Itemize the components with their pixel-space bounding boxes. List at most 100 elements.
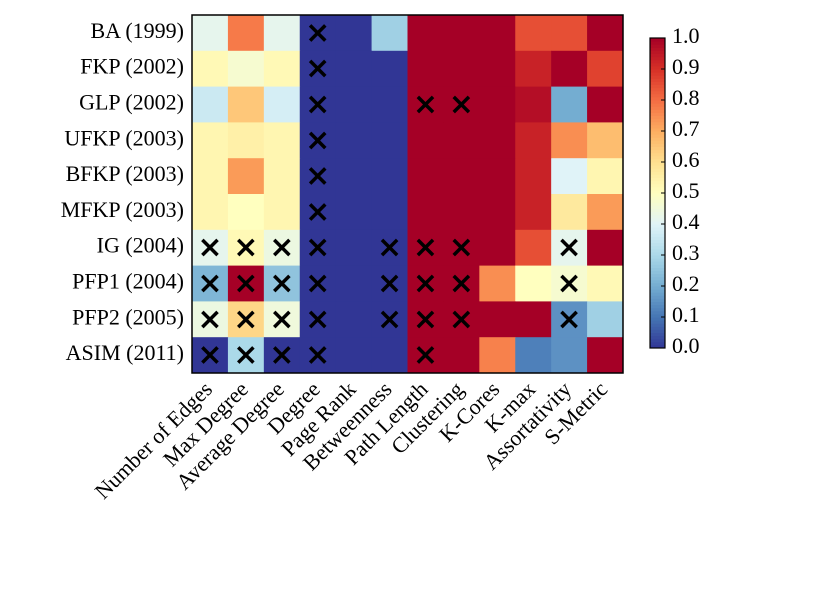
heat-cell [551,15,588,52]
colorbar-tick-label: 1.0 [672,23,700,48]
heat-cell [335,122,373,159]
cell-marker: × [305,159,330,194]
heat-cell [227,301,265,338]
heat-cell [515,265,552,302]
heat-cell [335,265,373,302]
heat-cell [335,229,373,267]
heat-cell [479,122,516,159]
heat-cell [227,194,265,231]
heat-cell [335,15,373,52]
colorbar-tick-label: 0.5 [672,178,700,203]
heat-cell [479,229,516,267]
heat-cell [551,86,588,123]
heat-cell [227,265,265,302]
cell-marker: × [413,302,438,337]
heat-cell [587,50,624,88]
cell-marker: × [305,123,330,158]
colorbar-tick-label: 0.4 [672,209,700,234]
heat-cell [335,337,373,374]
cell-marker: × [449,230,474,265]
heat-cell [227,50,265,88]
heat-cell [443,337,480,374]
heat-cell [515,15,552,52]
y-tick-label: BFKP (2003) [66,161,184,186]
heat-cell [371,86,408,123]
heat-cell [479,265,516,302]
cell-marker: × [413,230,438,265]
y-tick-label: MFKP (2003) [61,197,184,222]
heat-cell [587,86,624,123]
heat-cell [227,86,265,123]
heat-cell [299,337,337,374]
cell-marker: × [305,230,330,265]
heat-cell [587,337,624,374]
heat-cell [479,86,516,123]
y-tick-label: GLP (2002) [79,90,184,115]
heat-cell [443,50,480,88]
heat-cell [551,337,588,374]
cell-marker: × [269,338,294,373]
heat-cell [371,50,408,88]
y-tick-label: FKP (2002) [80,54,184,79]
heat-cell [443,265,480,302]
heat-cell [227,158,265,195]
y-tick-label: ASIM (2011) [66,340,184,365]
heat-cell [587,229,624,267]
heat-cell [335,301,373,338]
colorbar-tick-label: 0.0 [672,333,700,358]
y-tick-label: UFKP (2003) [64,125,184,150]
heat-cell [515,301,552,338]
cell-marker: × [413,87,438,122]
colorbar-tick-label: 0.2 [672,271,700,296]
colorbar-tick-label: 0.7 [672,116,700,141]
heat-cell [192,229,229,267]
heat-cell [299,86,337,123]
heat-cell [407,15,444,52]
cell-marker: × [269,266,294,301]
heat-cell [192,265,229,302]
heat-cell [587,194,624,231]
heat-cell [515,50,552,88]
heat-cell [263,229,301,267]
heat-cell [587,301,624,338]
heat-cell [263,15,301,52]
cell-marker: × [197,230,222,265]
heat-cell [192,158,229,195]
heat-cell [407,229,444,267]
heat-cell [407,265,444,302]
heat-cell [515,194,552,231]
cell-marker: × [305,87,330,122]
heat-cell [551,122,588,159]
heat-cell [299,122,337,159]
heat-cell [479,194,516,231]
heat-cell [192,301,229,338]
cell-marker: × [377,266,402,301]
heat-cell [263,265,301,302]
heat-cell [371,15,408,52]
cell-marker: × [233,230,258,265]
colorbar-tick-label: 0.1 [672,302,700,327]
cell-marker: × [557,302,582,337]
cell-marker: × [413,266,438,301]
cell-marker: × [557,266,582,301]
heat-cell [192,122,229,159]
heat-cell [515,337,552,374]
heat-cell [479,158,516,195]
cell-marker: × [557,230,582,265]
heat-cell [371,194,408,231]
cell-marker: × [305,51,330,86]
heat-cell [407,158,444,195]
heat-cell [335,50,373,88]
heat-cell [587,122,624,159]
cell-marker: × [449,266,474,301]
heat-cell [443,158,480,195]
heat-cell [443,301,480,338]
cell-marker: × [233,302,258,337]
heat-cell [299,158,337,195]
y-tick-label: PFP1 (2004) [72,269,184,294]
cell-marker: × [449,302,474,337]
heat-cell [479,301,516,338]
heat-cell [551,229,588,267]
heat-cell [443,229,480,267]
heat-cell [479,337,516,374]
